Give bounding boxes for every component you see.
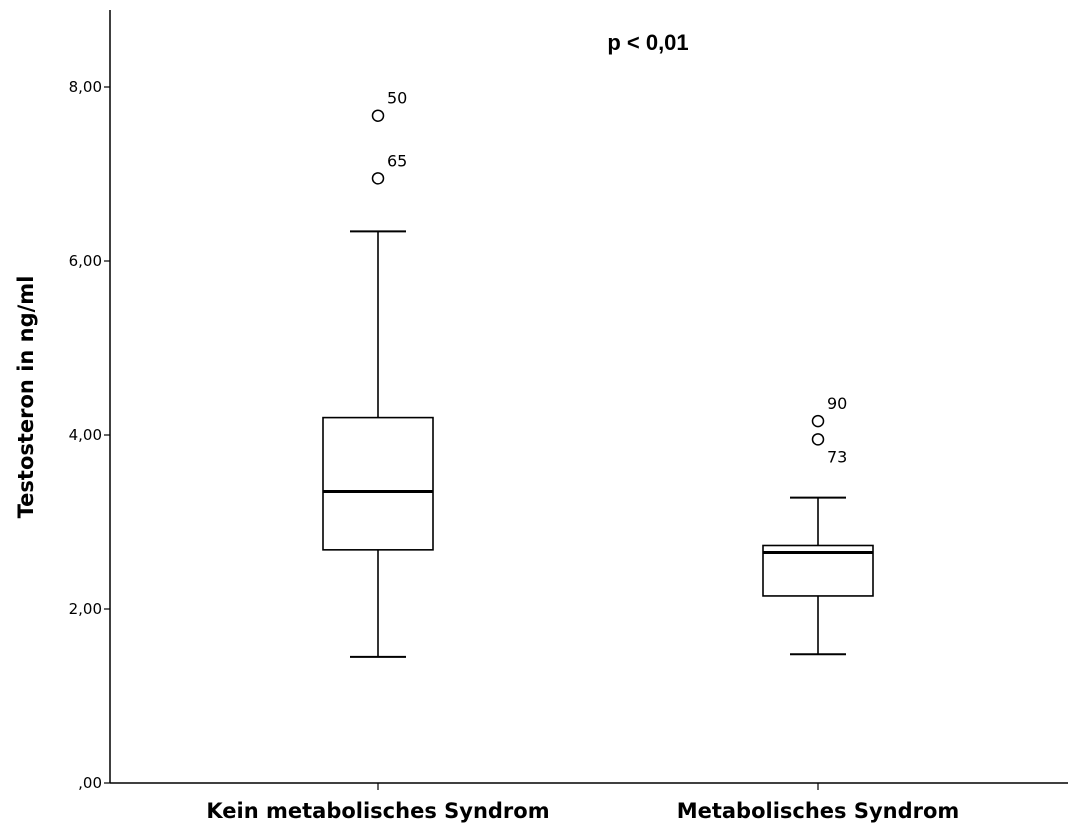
outlier-point <box>811 414 825 428</box>
outlier-label: 65 <box>387 151 407 170</box>
outlier-point <box>371 109 385 122</box>
outlier-label: 90 <box>827 394 847 413</box>
boxes: 50 65 90 73 <box>322 89 874 658</box>
outlier-point <box>371 172 385 185</box>
outlier-label: 50 <box>387 89 407 108</box>
p-value-annotation: p < 0,01 <box>607 30 688 55</box>
box-group: 50 65 <box>322 89 434 658</box>
outlier-point <box>811 433 825 446</box>
y-tick-label: ,00 <box>78 774 102 792</box>
y-ticks: ,00 2,00 4,00 6,00 8,00 <box>69 78 110 792</box>
y-tick-label: 6,00 <box>69 252 102 270</box>
box-iqr <box>322 416 434 551</box>
outlier-label: 73 <box>827 447 847 466</box>
box-group: 90 73 <box>762 394 874 656</box>
y-tick-label: 8,00 <box>69 78 102 96</box>
y-tick-label: 2,00 <box>69 600 102 618</box>
y-axis-title: Testosteron in ng/ml <box>14 276 38 519</box>
x-ticks: Kein metabolisches Syndrom Metabolisches … <box>206 783 959 823</box>
x-category-label: Kein metabolisches Syndrom <box>206 799 549 823</box>
axes <box>109 10 1068 784</box>
x-category-label: Metabolisches Syndrom <box>677 799 960 823</box>
y-tick-label: 4,00 <box>69 426 102 444</box>
